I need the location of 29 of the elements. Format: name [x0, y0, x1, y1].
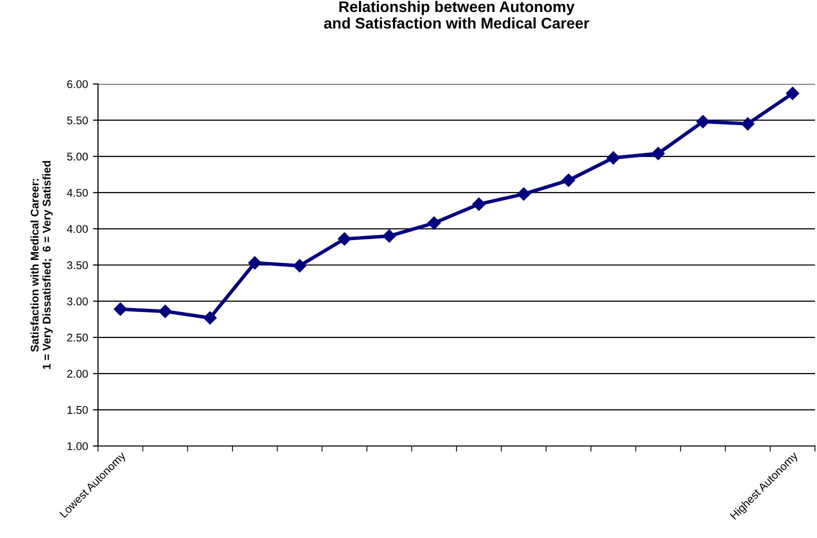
y-tick-label: 1.50: [68, 406, 88, 414]
point: [562, 174, 576, 187]
point: [696, 115, 710, 128]
point: [652, 146, 665, 160]
y-tick-label: 2.00: [67, 370, 88, 378]
y-tick-label: 5.50: [67, 116, 88, 124]
y-tick-label: 1.00: [68, 442, 88, 450]
y-tick-label: 6.00: [67, 80, 88, 88]
point: [203, 311, 217, 324]
point: [158, 304, 172, 318]
point: [293, 259, 306, 272]
point: [114, 302, 127, 316]
y-tick-label: 3.00: [67, 297, 88, 306]
y-tick-label: 5.00: [67, 152, 88, 161]
y-tick-label: 4.50: [66, 188, 88, 197]
y-axis-title: Satisfaction with Medical Career: 1 = Very Dissatisfied; 6 = Very Satisfied: [30, 161, 53, 369]
point: [606, 151, 620, 164]
point: [786, 86, 800, 100]
point: [472, 198, 486, 211]
point: [248, 256, 262, 270]
point: [741, 117, 754, 130]
point: [382, 229, 396, 243]
y-tick-label: 4.00: [66, 225, 88, 233]
point: [517, 187, 530, 201]
y-tick-label: 3.50: [67, 261, 88, 270]
point: [338, 232, 352, 246]
y-tick-label: 2.50: [67, 334, 88, 342]
point: [428, 216, 441, 230]
chart-title: Relationship between Autonomy and Satisfaction with Medical Career: [324, 0, 590, 29]
